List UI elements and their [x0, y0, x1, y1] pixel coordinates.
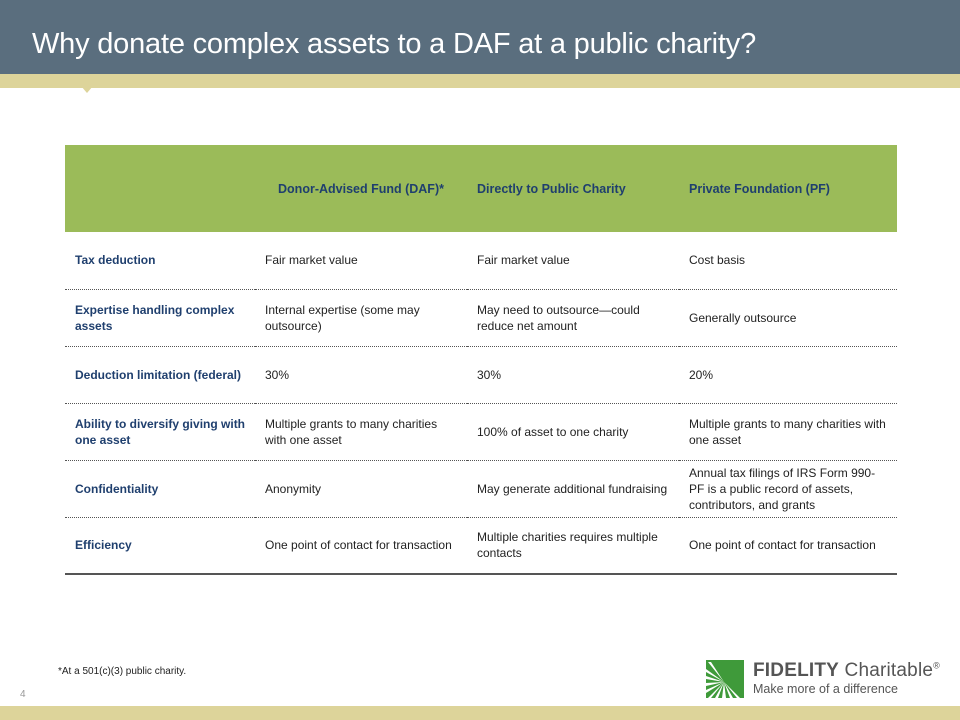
- cell-private-foundation: 20%: [679, 346, 897, 404]
- table-header-private-foundation: Private Foundation (PF): [689, 181, 830, 196]
- row-label: Efficiency: [65, 517, 255, 575]
- table-row: Efficiency One point of contact for tran…: [65, 517, 897, 575]
- logo-name-regular: Charitable: [844, 660, 934, 681]
- cell-public-charity: 30%: [467, 346, 679, 404]
- cell-public-charity: Fair market value: [467, 232, 679, 290]
- cell-private-foundation: Annual tax filings of IRS Form 990-PF is…: [679, 460, 897, 518]
- table-row: Expertise handling complex assets Intern…: [65, 289, 897, 347]
- logo-tagline: Make more of a difference: [753, 682, 898, 696]
- title-accent-notch: [81, 86, 93, 93]
- cell-public-charity: May generate additional fundraising: [467, 460, 679, 518]
- table-header-empty: [65, 145, 255, 232]
- table-row: Ability to diversify giving with one ass…: [65, 403, 897, 461]
- cell-daf: Multiple grants to many charities with o…: [255, 403, 467, 461]
- cell-private-foundation: Generally outsource: [679, 289, 897, 347]
- cell-daf: One point of contact for transaction: [255, 517, 467, 575]
- cell-daf: Fair market value: [255, 232, 467, 290]
- row-label: Deduction limitation (federal): [65, 346, 255, 404]
- table-header-daf: Donor-Advised Fund (DAF)*: [278, 181, 444, 196]
- cell-private-foundation: Multiple grants to many charities with o…: [679, 403, 897, 461]
- cell-public-charity: Multiple charities requires multiple con…: [467, 517, 679, 575]
- page-number: 4: [20, 689, 26, 700]
- cell-daf: Internal expertise (some may outsource): [255, 289, 467, 347]
- footnote: *At a 501(c)(3) public charity.: [58, 666, 187, 677]
- cell-public-charity: May need to outsource—could reduce net a…: [467, 289, 679, 347]
- table-row: Confidentiality Anonymity May generate a…: [65, 460, 897, 518]
- logo-trademark: ®: [933, 660, 940, 671]
- fidelity-charitable-logo: FIDELITY Charitable® Make more of a diff…: [706, 660, 940, 700]
- table-header-row: Donor-Advised Fund (DAF)* Directly to Pu…: [65, 145, 897, 232]
- table-header-public-charity: Directly to Public Charity: [477, 181, 626, 196]
- comparison-table: Donor-Advised Fund (DAF)* Directly to Pu…: [65, 145, 897, 575]
- slide-title: Why donate complex assets to a DAF at a …: [32, 28, 757, 60]
- logo-mark-icon: [706, 660, 744, 698]
- table-row: Tax deduction Fair market value Fair mar…: [65, 232, 897, 290]
- row-label: Expertise handling complex assets: [65, 289, 255, 347]
- row-label: Ability to diversify giving with one ass…: [65, 403, 255, 461]
- logo-name-bold: FIDELITY: [753, 660, 840, 681]
- table-row: Deduction limitation (federal) 30% 30% 2…: [65, 346, 897, 404]
- logo-wordmark: FIDELITY Charitable®: [753, 660, 940, 682]
- cell-private-foundation: One point of contact for transaction: [679, 517, 897, 575]
- title-accent-band: [0, 74, 960, 88]
- row-label: Confidentiality: [65, 460, 255, 518]
- cell-daf: Anonymity: [255, 460, 467, 518]
- bottom-accent-band: [0, 706, 960, 720]
- cell-daf: 30%: [255, 346, 467, 404]
- row-label: Tax deduction: [65, 232, 255, 290]
- cell-public-charity: 100% of asset to one charity: [467, 403, 679, 461]
- cell-private-foundation: Cost basis: [679, 232, 897, 290]
- title-bar: Why donate complex assets to a DAF at a …: [0, 0, 960, 74]
